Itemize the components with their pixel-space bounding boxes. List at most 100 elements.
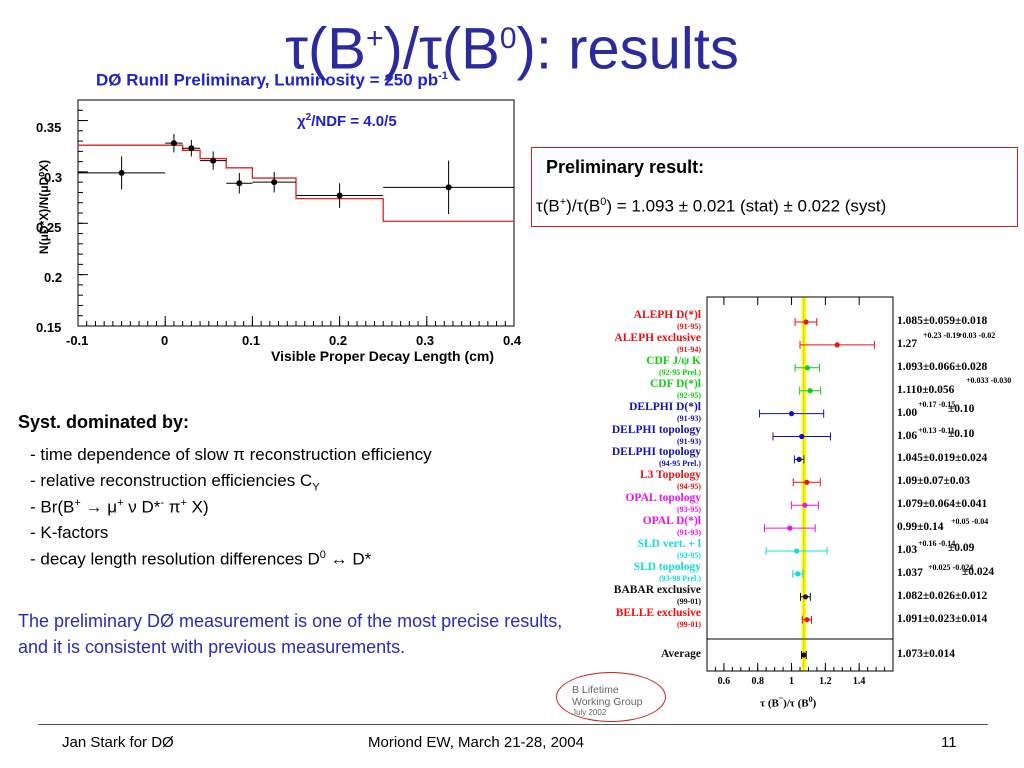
y-tick-label: 0.2 <box>44 270 63 285</box>
asym-error: +0.033 -0.030 <box>966 376 1012 385</box>
y-tick-label: 0.35 <box>36 120 62 135</box>
experiment-years: (93-98 Prel.) <box>658 573 701 583</box>
result-value: 1.09±0.07±0.03 <box>897 475 970 488</box>
experiment-years: (99-01) <box>677 596 701 606</box>
chi2-label: χ2/NDF = 4.0/5 <box>297 112 397 130</box>
result-value: 1.045±0.019±0.024 <box>897 452 988 465</box>
row-marker <box>804 617 810 623</box>
result-value: 1.00 <box>897 406 918 419</box>
point-marker <box>118 169 125 176</box>
lwg-line: B Lifetime <box>572 684 619 696</box>
data-point <box>165 133 183 153</box>
experiment-years: (92-95) <box>677 390 701 400</box>
row-marker <box>802 502 808 508</box>
point-marker <box>271 179 278 186</box>
syst-item: - relative reconstruction efficiencies C… <box>30 471 320 494</box>
comparison-row <box>801 615 812 624</box>
asym-error: +0.17 -0.15 <box>918 400 956 409</box>
point-marker <box>336 192 343 199</box>
asym-error: +0.16 -0.14 <box>918 539 956 548</box>
result-value: 1.27 <box>897 337 918 350</box>
result-value: 1.085±0.059±0.018 <box>897 315 988 327</box>
result-value: 1.073±0.014 <box>897 648 956 660</box>
slide-title: τ(B+)/τ(B0): results <box>285 16 739 82</box>
experiment-name: SLD topology <box>633 560 701 573</box>
result-value: 1.110±0.056 <box>897 383 955 396</box>
experiment-name: ALEPH exclusive <box>614 331 701 344</box>
comparison-row <box>799 386 822 395</box>
comp-tick-label: 1 <box>789 676 794 687</box>
x-tick-label: 0.3 <box>416 333 435 348</box>
comparison-x-label: τ (B⁻)/τ (B0) <box>760 695 817 710</box>
experiment-name: CDF J/ψ K <box>646 354 701 367</box>
fit-curve <box>78 144 514 222</box>
asym-error: ±0.09 <box>948 542 975 554</box>
syst-item: - decay length resolution differences D0… <box>30 549 372 569</box>
experiment-years: (91-94) <box>677 344 701 354</box>
comparison-row <box>792 478 821 487</box>
ratio-plot <box>77 99 515 327</box>
asym-error: +0.05 -0.04 <box>951 517 989 526</box>
row-marker <box>807 388 813 394</box>
lwg-logo <box>556 672 666 722</box>
asym-error: ±0.10 <box>948 403 975 415</box>
asym-error: +0.13 -0.11 <box>918 426 955 435</box>
row-marker <box>794 548 800 554</box>
result-value: 1.06 <box>897 429 918 442</box>
comparison-row <box>799 340 875 349</box>
comparison-frame <box>706 296 894 672</box>
row-marker <box>804 479 810 485</box>
result-value: 0.99±0.14 <box>897 521 944 534</box>
comparison-row <box>765 547 828 555</box>
experiment-name: SLD vert. + l <box>637 538 701 550</box>
asym-error: ±0.024 <box>962 566 995 578</box>
row-marker <box>803 319 809 325</box>
experiment-name: DELPHI topology <box>611 446 701 459</box>
comparison-row <box>793 455 805 464</box>
point-marker <box>188 145 195 152</box>
comparison-row <box>800 592 811 601</box>
data-point <box>182 140 201 157</box>
experiment-name: CDF D(*)l <box>650 377 701 390</box>
comparison-row <box>801 651 807 659</box>
experiment-years: (94-95) <box>677 482 701 492</box>
row-marker <box>804 365 810 371</box>
data-point <box>252 171 296 193</box>
experiment-years: (93-95) <box>677 505 701 515</box>
point-marker <box>445 184 452 191</box>
x-axis-label: Visible Proper Decay Length (cm) <box>271 348 495 364</box>
experiment-name: ALEPH D(*)l <box>633 309 701 321</box>
comparison-row <box>792 569 804 578</box>
comp-tick-label: 0.6 <box>718 676 731 687</box>
footer-divider <box>38 724 988 725</box>
experiment-years: (91-93) <box>677 528 701 538</box>
conclusion-text: The preliminary DØ measurement is one of… <box>18 611 563 657</box>
point-marker <box>170 140 177 147</box>
asym-error: +0.23 -0.19 <box>923 331 961 340</box>
x-tick-label: 0.2 <box>329 333 348 348</box>
comp-tick-label: 1.4 <box>853 676 866 687</box>
syst-item: - Br(B+ → μ+ ν D*- π+ X) <box>30 497 209 517</box>
footer-author: Jan Stark for DØ <box>62 734 174 751</box>
experiment-years: (99-01) <box>677 619 701 629</box>
row-marker <box>799 433 805 440</box>
x-tick-label: -0.1 <box>66 333 89 348</box>
preliminary-result-box: Preliminary result: τ(B+)/τ(B0) = 1.093 … <box>531 147 1018 227</box>
row-marker <box>787 525 793 531</box>
row-marker <box>796 456 802 462</box>
comparison-row <box>772 432 831 441</box>
experiment-years: (92-95 Prel.) <box>658 367 701 377</box>
x-tick-label: 0.1 <box>242 333 261 348</box>
row-marker <box>802 594 809 600</box>
data-point <box>226 172 253 194</box>
asym-error: +0.03 -0.02 <box>958 331 996 340</box>
experiment-name: OPAL topology <box>625 492 701 505</box>
result-value: 1.079±0.064±0.041 <box>897 498 988 511</box>
row-marker <box>795 571 801 577</box>
footer-conference: Moriond EW, March 21-28, 2004 <box>368 734 584 751</box>
comparison-row <box>794 363 820 372</box>
experiment-name: L3 Topology <box>639 469 701 482</box>
syst-item: - time dependence of slow π reconstructi… <box>30 445 432 464</box>
experiment-years: (94-95 Prel.) <box>658 459 701 469</box>
